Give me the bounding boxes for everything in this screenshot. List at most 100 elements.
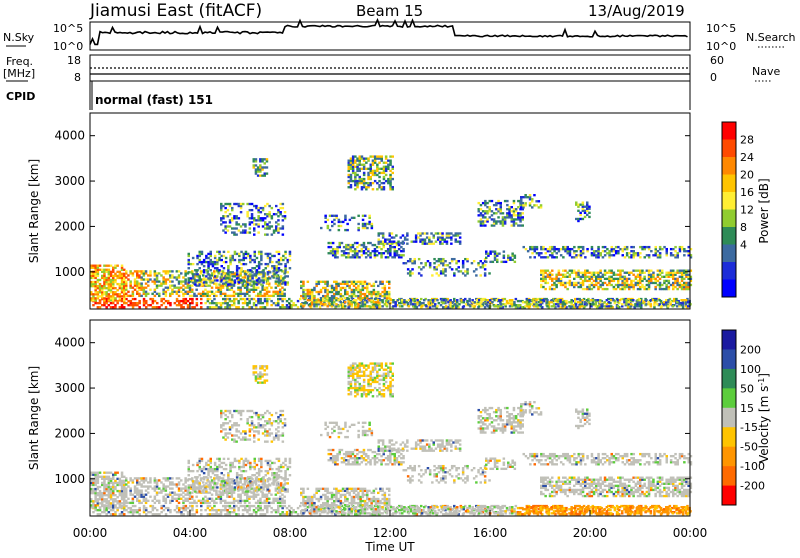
power-cell	[381, 299, 384, 301]
velocity-cell	[94, 504, 97, 506]
power-cell	[480, 305, 483, 307]
velocity-cell	[103, 492, 106, 494]
power-cell	[524, 202, 527, 204]
power-cell	[233, 304, 236, 306]
velocity-cell	[290, 507, 293, 509]
power-cell	[683, 282, 686, 284]
power-cell	[370, 182, 373, 184]
power-cell	[577, 286, 580, 288]
power-cell	[233, 217, 236, 219]
velocity-cell	[266, 511, 269, 513]
power-cell	[513, 210, 516, 212]
power-cell	[645, 303, 648, 305]
power-cell	[517, 206, 520, 208]
power-cell	[267, 271, 270, 273]
power-cell	[356, 174, 359, 176]
velocity-cell	[121, 511, 124, 513]
power-cell	[370, 178, 373, 180]
power-cell	[632, 274, 635, 276]
velocity-cell	[123, 509, 126, 511]
power-cell	[340, 283, 343, 285]
velocity-cell	[319, 513, 322, 515]
velocity-cell	[226, 513, 229, 515]
power-cell	[262, 279, 265, 281]
power-cell	[681, 276, 684, 278]
power-cell	[484, 210, 487, 212]
power-cell	[268, 291, 271, 293]
power-cell	[275, 227, 278, 229]
power-cell	[344, 217, 347, 219]
power-cell	[602, 282, 605, 284]
power-cell	[529, 303, 532, 305]
power-cell	[231, 231, 234, 233]
power-cell	[595, 254, 598, 256]
power-cell	[311, 295, 314, 297]
power-cell	[466, 270, 469, 272]
power-cell	[630, 305, 633, 307]
power-cell	[253, 166, 256, 168]
velocity-cell	[121, 496, 124, 498]
power-cell	[165, 291, 168, 293]
power-cell	[338, 219, 341, 221]
power-cell	[374, 256, 377, 258]
power-cell	[376, 170, 379, 172]
power-cell	[484, 220, 487, 222]
power-cell	[335, 299, 338, 301]
power-cell	[588, 288, 591, 290]
velocity-heatmap-cells	[90, 362, 692, 515]
power-cell	[276, 271, 279, 273]
power-cell	[551, 284, 554, 286]
power-cell	[200, 295, 203, 297]
power-cell	[335, 285, 338, 287]
power-cell	[364, 283, 367, 285]
power-cell	[178, 274, 181, 276]
power-cell	[657, 270, 660, 272]
velocity-cell	[114, 486, 117, 488]
power-cell	[277, 302, 280, 304]
power-cell	[376, 254, 379, 256]
power-cell	[676, 280, 679, 282]
power-cell	[617, 246, 620, 248]
power-cell	[180, 287, 183, 289]
power-cell	[185, 302, 188, 304]
power-cell	[524, 194, 527, 196]
power-cell	[674, 274, 677, 276]
power-cell	[685, 301, 688, 303]
power-cell	[246, 203, 249, 205]
power-cell	[351, 295, 354, 297]
power-cell	[262, 207, 265, 209]
power-cell	[584, 216, 587, 218]
power-cell	[531, 200, 534, 202]
power-cell	[136, 280, 139, 282]
power-cell	[506, 204, 509, 206]
power-cell	[438, 258, 441, 260]
power-cell	[110, 291, 113, 293]
power-cell	[471, 305, 474, 307]
power-cell	[634, 305, 637, 307]
power-cell	[242, 298, 245, 300]
power-cell	[682, 306, 685, 308]
power-cell	[121, 265, 124, 267]
power-cell	[226, 306, 229, 308]
power-cell	[369, 256, 372, 258]
velocity-cell	[284, 513, 287, 515]
power-cell	[225, 257, 228, 259]
power-cell	[569, 280, 572, 282]
power-cell	[619, 248, 622, 250]
power-cell	[213, 306, 216, 308]
power-cell	[602, 246, 605, 248]
power-cell	[484, 204, 487, 206]
colorbar-level-label: 12	[740, 204, 754, 217]
velocity-cell	[130, 507, 133, 509]
power-cell	[450, 232, 453, 234]
power-cell	[347, 246, 350, 248]
power-cell	[237, 302, 240, 304]
power-cell	[244, 276, 247, 278]
power-cell	[129, 280, 132, 282]
power-cell	[400, 236, 403, 238]
velocity-cell	[112, 513, 115, 515]
power-cell	[350, 180, 353, 182]
velocity-cell	[515, 505, 518, 507]
power-cell	[555, 299, 558, 301]
power-cell	[608, 301, 611, 303]
